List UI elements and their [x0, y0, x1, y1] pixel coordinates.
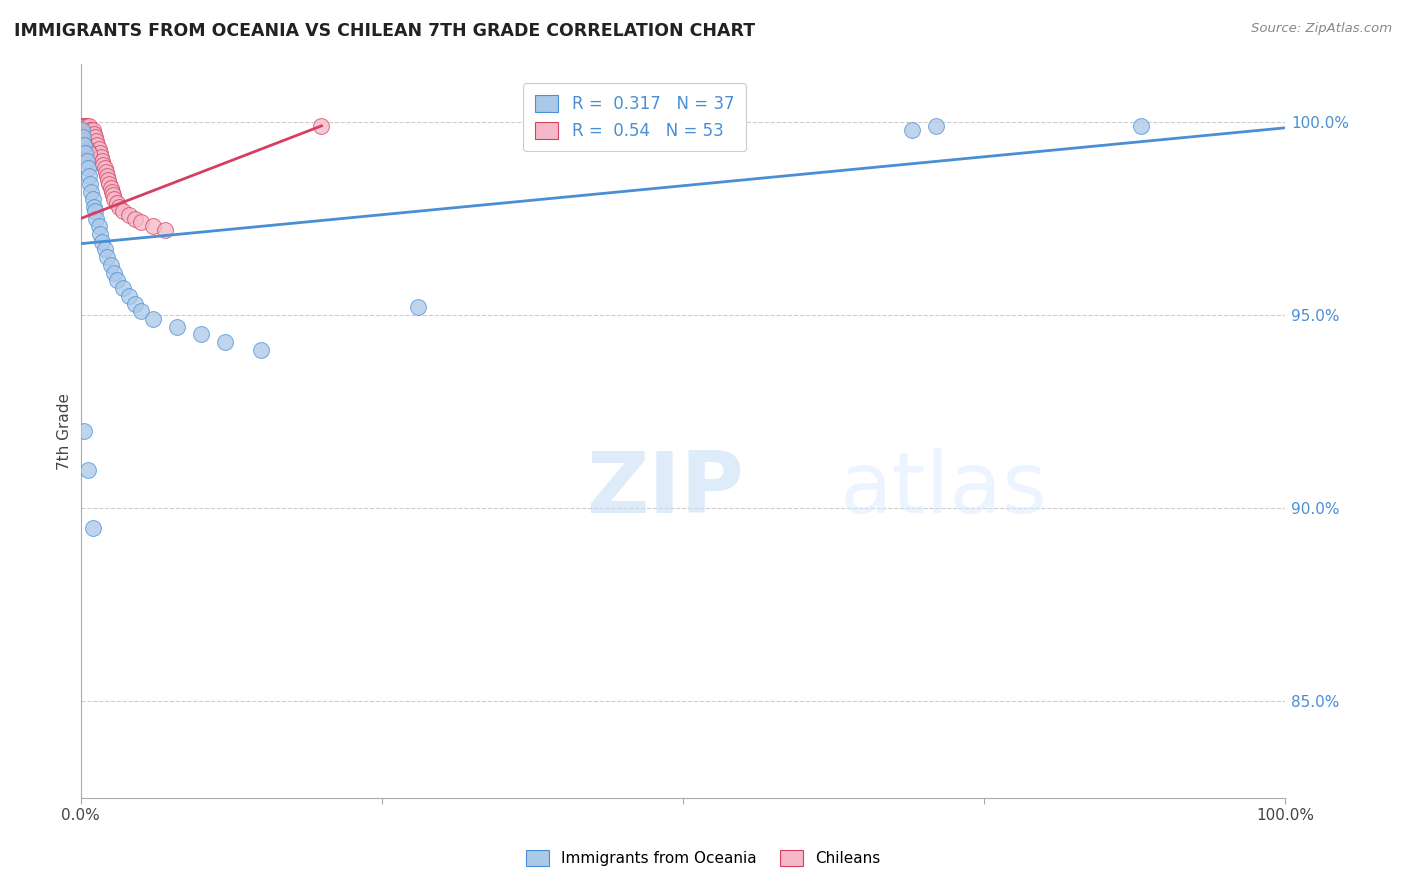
Point	[72, 122, 94, 136]
Point	[118, 289, 141, 303]
Point	[101, 188, 124, 202]
Point	[72, 119, 94, 133]
Point	[89, 227, 111, 241]
Point	[82, 521, 104, 535]
Point	[73, 119, 96, 133]
Text: atlas: atlas	[839, 449, 1047, 532]
Point	[901, 122, 924, 136]
Point	[76, 122, 98, 136]
Point	[108, 200, 131, 214]
Point	[142, 312, 165, 326]
Point	[129, 304, 152, 318]
Point	[75, 122, 97, 136]
Point	[77, 169, 100, 183]
Point	[129, 215, 152, 229]
Point	[91, 153, 114, 168]
Point	[76, 463, 98, 477]
Point	[925, 119, 948, 133]
Point	[96, 169, 118, 183]
Point	[76, 130, 98, 145]
Point	[103, 192, 125, 206]
Point	[79, 122, 101, 136]
Point	[100, 180, 122, 194]
Point	[70, 122, 93, 136]
Point	[76, 127, 98, 141]
Point	[79, 177, 101, 191]
Point	[214, 335, 236, 350]
Point	[1129, 119, 1152, 133]
Point	[93, 243, 115, 257]
Point	[73, 138, 96, 153]
Point	[82, 130, 104, 145]
Point	[118, 208, 141, 222]
Point	[142, 219, 165, 234]
Text: ZIP: ZIP	[586, 449, 744, 532]
Point	[84, 134, 107, 148]
Point	[72, 134, 94, 148]
Point	[111, 281, 134, 295]
Point	[73, 138, 96, 153]
Point	[105, 273, 128, 287]
Point	[77, 127, 100, 141]
Point	[87, 142, 110, 156]
Point	[80, 134, 103, 148]
Point	[190, 327, 212, 342]
Point	[93, 157, 115, 171]
Y-axis label: 7th Grade: 7th Grade	[58, 392, 72, 469]
Point	[406, 301, 429, 315]
Point	[96, 250, 118, 264]
Point	[72, 127, 94, 141]
Point	[97, 173, 120, 187]
Point	[124, 211, 146, 226]
Point	[80, 185, 103, 199]
Point	[70, 122, 93, 136]
Text: Source: ZipAtlas.com: Source: ZipAtlas.com	[1251, 22, 1392, 36]
Point	[70, 119, 93, 133]
Point	[166, 319, 188, 334]
Point	[72, 130, 94, 145]
Point	[73, 122, 96, 136]
Point	[111, 203, 134, 218]
Point	[75, 119, 97, 133]
Point	[76, 142, 98, 156]
Point	[93, 161, 115, 176]
Point	[82, 122, 104, 136]
Point	[80, 127, 103, 141]
Point	[82, 192, 104, 206]
Point	[75, 145, 97, 160]
Point	[84, 203, 107, 218]
Point	[91, 235, 114, 249]
Point	[153, 223, 176, 237]
Text: IMMIGRANTS FROM OCEANIA VS CHILEAN 7TH GRADE CORRELATION CHART: IMMIGRANTS FROM OCEANIA VS CHILEAN 7TH G…	[14, 22, 755, 40]
Point	[311, 119, 333, 133]
Point	[90, 150, 112, 164]
Point	[105, 196, 128, 211]
Legend: R =  0.317   N = 37, R =  0.54   N = 53: R = 0.317 N = 37, R = 0.54 N = 53	[523, 84, 747, 152]
Point	[250, 343, 273, 357]
Point	[83, 127, 105, 141]
Point	[73, 424, 96, 438]
Point	[83, 200, 105, 214]
Point	[76, 119, 98, 133]
Point	[84, 130, 107, 145]
Point	[76, 161, 98, 176]
Point	[89, 145, 111, 160]
Point	[77, 119, 100, 133]
Point	[87, 219, 110, 234]
Point	[77, 145, 100, 160]
Point	[86, 138, 108, 153]
Point	[94, 165, 117, 179]
Point	[103, 266, 125, 280]
Point	[98, 177, 121, 191]
Point	[100, 258, 122, 272]
Point	[84, 211, 107, 226]
Point	[73, 127, 96, 141]
Point	[76, 153, 98, 168]
Point	[79, 130, 101, 145]
Point	[101, 185, 124, 199]
Legend: Immigrants from Oceania, Chileans: Immigrants from Oceania, Chileans	[517, 841, 889, 875]
Point	[124, 296, 146, 310]
